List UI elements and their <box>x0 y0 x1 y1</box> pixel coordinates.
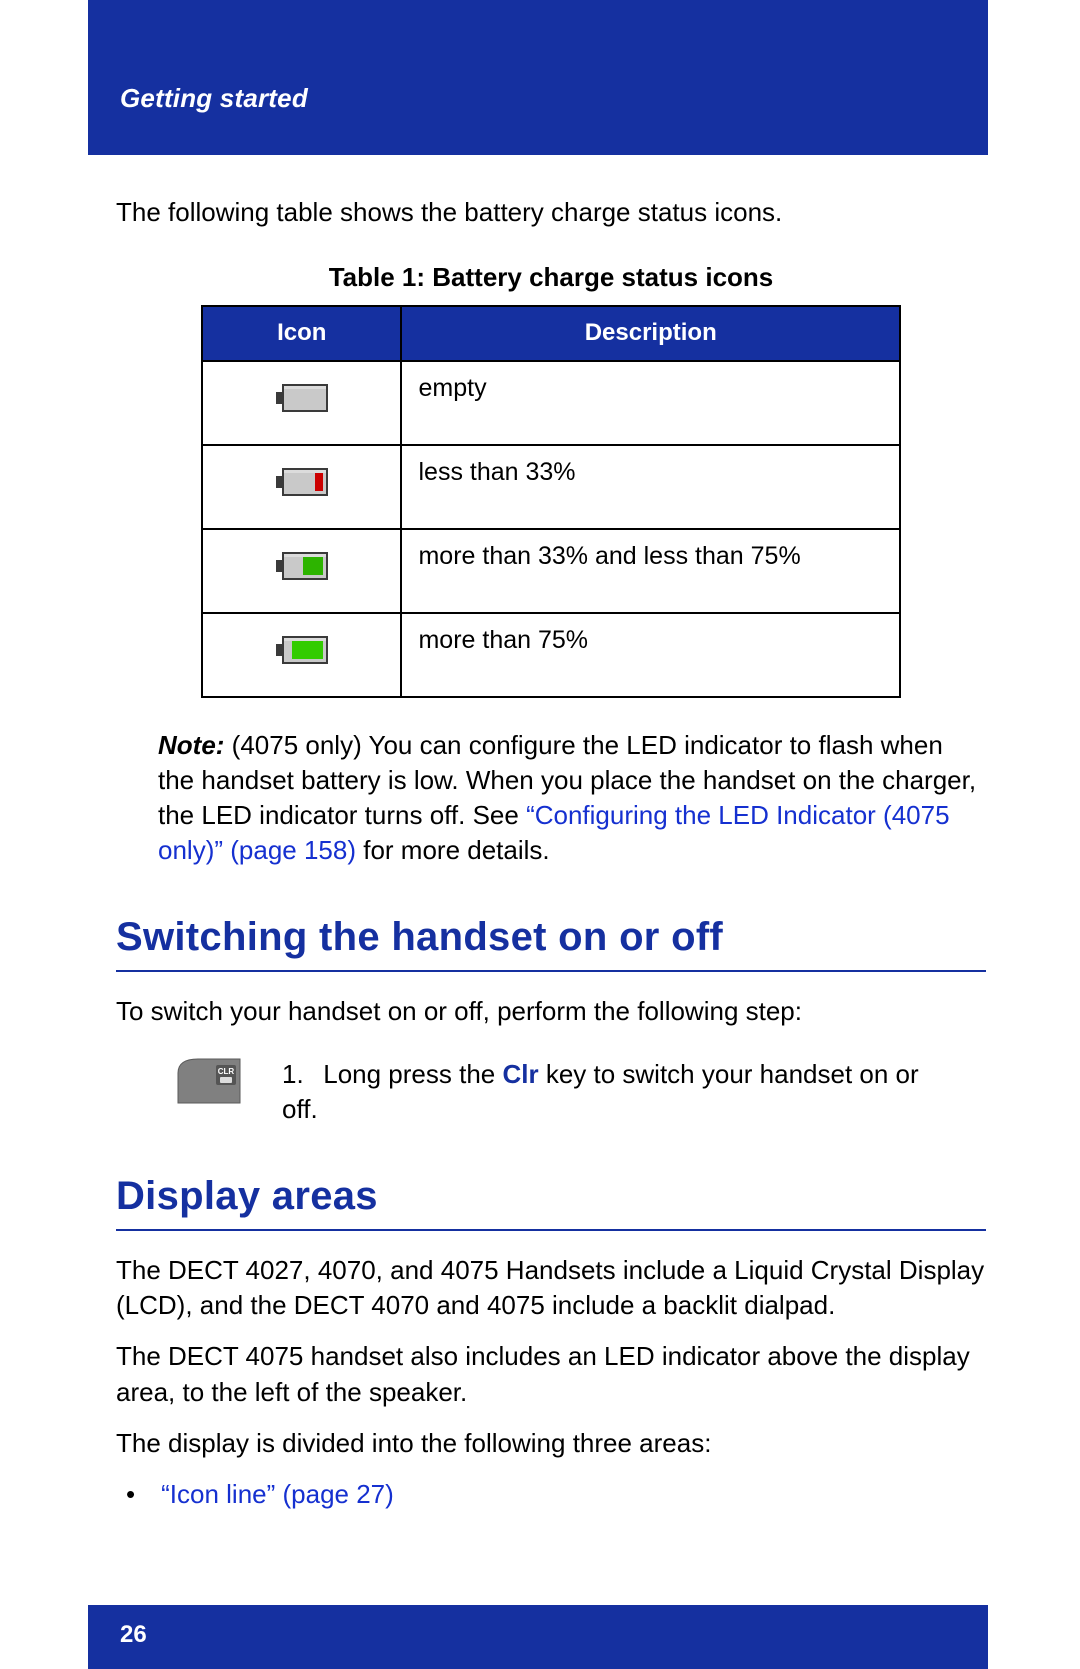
note-block: Note: (4075 only) You can configure the … <box>158 728 986 868</box>
battery-mid-icon <box>276 552 328 580</box>
note-text-after: for more details. <box>356 835 550 865</box>
display-p2: The DECT 4075 handset also includes an L… <box>116 1339 986 1409</box>
bullet-icon-line: “Icon line” (page 27) <box>126 1477 986 1512</box>
heading-switching: Switching the handset on or off <box>116 910 986 964</box>
display-bullets: “Icon line” (page 27) <box>126 1477 986 1512</box>
note-label: Note: <box>158 730 224 760</box>
rule-switching <box>116 970 986 972</box>
step-text: 1. Long press the Clr key to switch your… <box>282 1057 922 1127</box>
display-p3: The display is divided into the followin… <box>116 1426 986 1461</box>
heading-display-areas: Display areas <box>116 1169 986 1223</box>
battery-desc-cell: empty <box>401 361 900 445</box>
col-header-desc: Description <box>401 306 900 360</box>
step-before: Long press the <box>323 1059 502 1089</box>
step-number: 1. <box>282 1057 316 1092</box>
table-row: empty <box>202 361 900 445</box>
battery-icon-cell <box>202 613 401 697</box>
bullet-link[interactable]: “Icon line” (page 27) <box>161 1479 394 1509</box>
footer-band <box>88 1605 988 1669</box>
clr-key-icon: CLR <box>176 1057 242 1115</box>
battery-lt33-icon <box>276 468 328 496</box>
switching-intro: To switch your handset on or off, perfor… <box>116 994 986 1029</box>
battery-desc-cell: more than 33% and less than 75% <box>401 529 900 613</box>
header-band <box>88 0 988 155</box>
step-row: CLR 1. Long press the Clr key to switch … <box>176 1057 986 1127</box>
rule-display <box>116 1229 986 1231</box>
svg-text:CLR: CLR <box>218 1067 235 1076</box>
display-p1: The DECT 4027, 4070, and 4075 Handsets i… <box>116 1253 986 1323</box>
step-key-name: Clr <box>502 1059 538 1089</box>
table-row: more than 33% and less than 75% <box>202 529 900 613</box>
battery-empty-icon <box>276 384 328 412</box>
battery-icon-cell <box>202 529 401 613</box>
battery-icon-cell <box>202 361 401 445</box>
page-content: The following table shows the battery ch… <box>116 175 986 1512</box>
battery-desc-cell: more than 75% <box>401 613 900 697</box>
battery-status-table: Icon Description emptyless than 33%more … <box>201 305 901 697</box>
table-row: more than 75% <box>202 613 900 697</box>
battery-desc-cell: less than 33% <box>401 445 900 529</box>
clr-key-icon: CLR <box>176 1057 242 1105</box>
header-title: Getting started <box>120 83 308 114</box>
col-header-icon: Icon <box>202 306 401 360</box>
page-number: 26 <box>120 1621 147 1649</box>
battery-icon-cell <box>202 445 401 529</box>
intro-text: The following table shows the battery ch… <box>116 195 986 230</box>
table-caption: Table 1: Battery charge status icons <box>116 260 986 295</box>
table-row: less than 33% <box>202 445 900 529</box>
battery-gt75-icon <box>276 636 328 664</box>
